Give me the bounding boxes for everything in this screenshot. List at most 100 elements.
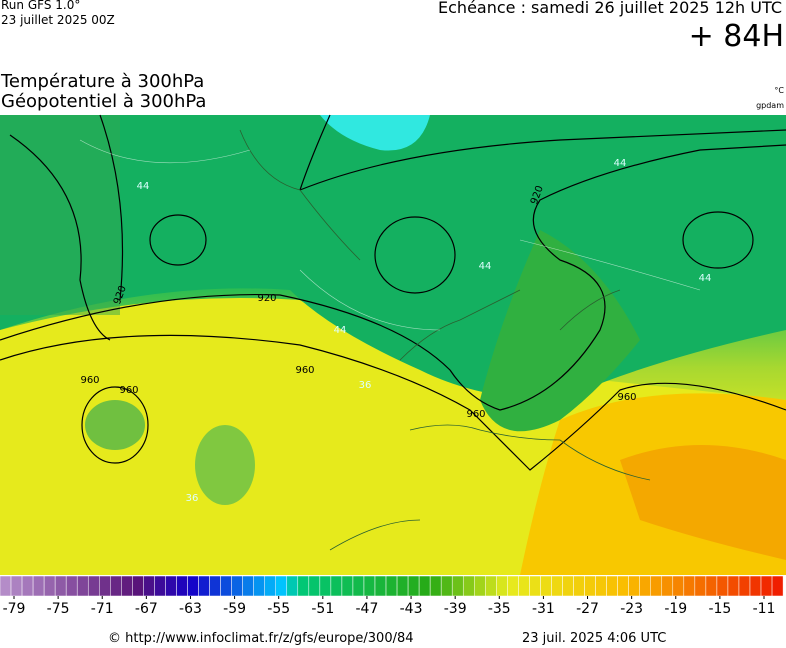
color-swatch — [716, 575, 729, 597]
footer-date: 23 juil. 2025 4:06 UTC — [522, 631, 667, 646]
color-swatch — [43, 575, 56, 597]
color-swatch — [771, 575, 784, 597]
color-swatch — [749, 575, 762, 597]
scale-label: -11 — [753, 601, 776, 617]
color-swatch — [341, 575, 354, 597]
contour-label: 960 — [80, 375, 99, 386]
scale-label: -71 — [91, 601, 114, 617]
color-swatch — [429, 575, 442, 597]
color-swatch — [187, 575, 199, 597]
color-swatch — [584, 575, 596, 597]
color-swatch — [628, 575, 640, 597]
color-swatch — [330, 575, 343, 597]
contour-label: 36 — [359, 380, 372, 391]
scale-label: -19 — [664, 601, 687, 617]
title-geo: Géopotentiel à 300hPa — [1, 91, 207, 112]
color-swatch — [451, 575, 464, 597]
contour-label: 44 — [614, 158, 627, 169]
color-swatch — [507, 575, 519, 597]
isotherms — [79, 139, 701, 331]
color-swatch — [198, 575, 210, 597]
hot-core — [620, 445, 786, 560]
scale-label: -51 — [311, 601, 334, 617]
color-swatch — [518, 575, 530, 597]
contour-label: 960 — [295, 365, 314, 376]
scale-label: -31 — [532, 601, 555, 617]
contour-label: 44 — [137, 181, 150, 192]
scale-label: -39 — [444, 601, 467, 617]
trough — [480, 230, 640, 432]
unit-temp: °C — [774, 86, 784, 95]
color-swatch — [231, 575, 243, 597]
title-temp: Température à 300hPa — [1, 71, 205, 92]
color-swatch — [253, 575, 265, 597]
color-swatch — [297, 575, 310, 597]
color-swatch — [264, 575, 276, 597]
color-swatch — [529, 575, 541, 597]
contour-label: 960 — [617, 392, 636, 403]
model: Run GFS 1.0° — [1, 0, 81, 12]
scale-label: -47 — [356, 601, 379, 617]
color-swatch — [275, 575, 288, 597]
contours — [0, 114, 786, 471]
cold-zone — [0, 115, 120, 315]
color-swatch — [595, 575, 607, 597]
color-swatch — [617, 575, 629, 597]
scale-label: -23 — [620, 601, 643, 617]
color-swatch — [418, 575, 431, 597]
color-swatch — [99, 575, 111, 597]
color-swatch — [286, 575, 299, 597]
color-swatch — [462, 575, 475, 597]
color-swatch — [727, 575, 740, 597]
color-swatch — [440, 575, 453, 597]
scale-label: -35 — [488, 601, 511, 617]
contour-label: 920 — [257, 293, 276, 304]
color-swatch — [10, 575, 23, 597]
color-swatch — [705, 575, 718, 597]
valid-time: Echéance : samedi 26 juillet 2025 12h UT… — [438, 0, 782, 17]
color-swatch — [32, 575, 45, 597]
color-swatch — [319, 575, 332, 597]
color-swatch — [209, 575, 221, 597]
color-swatch — [76, 575, 89, 597]
color-swatch — [308, 575, 321, 597]
cold-pool — [85, 400, 145, 450]
color-swatch — [562, 575, 574, 597]
contour-label: 960 — [466, 409, 485, 420]
scale-label: -27 — [576, 601, 599, 617]
color-swatch — [0, 575, 12, 597]
scale-label: -67 — [135, 601, 158, 617]
cold-core — [320, 115, 430, 151]
color-swatch — [21, 575, 34, 597]
color-swatch — [407, 575, 420, 597]
color-swatch — [661, 575, 674, 597]
scale-label: -59 — [223, 601, 246, 617]
scale-label: -75 — [47, 601, 70, 617]
color-swatch — [738, 575, 751, 597]
color-swatch — [65, 575, 78, 597]
color-swatch — [154, 575, 166, 597]
scale-label: -15 — [708, 601, 731, 617]
color-swatch — [374, 575, 387, 597]
run-date: 23 juillet 2025 00Z — [1, 13, 115, 27]
color-swatch — [496, 575, 508, 597]
color-swatch — [54, 575, 67, 597]
color-swatch — [143, 575, 155, 597]
color-swatch — [694, 575, 707, 597]
color-swatch — [352, 575, 365, 597]
color-swatch — [176, 575, 188, 597]
contour-label: 36 — [186, 493, 199, 504]
scale-label: -43 — [400, 601, 423, 617]
color-swatch — [683, 575, 696, 597]
color-swatch — [551, 575, 563, 597]
scale-label: -55 — [267, 601, 290, 617]
color-swatch — [242, 575, 254, 597]
color-swatch — [573, 575, 585, 597]
color-swatch — [650, 575, 663, 597]
color-swatch — [165, 575, 177, 597]
color-swatch — [540, 575, 552, 597]
contour-label: 44 — [479, 261, 492, 272]
color-swatch — [672, 575, 685, 597]
